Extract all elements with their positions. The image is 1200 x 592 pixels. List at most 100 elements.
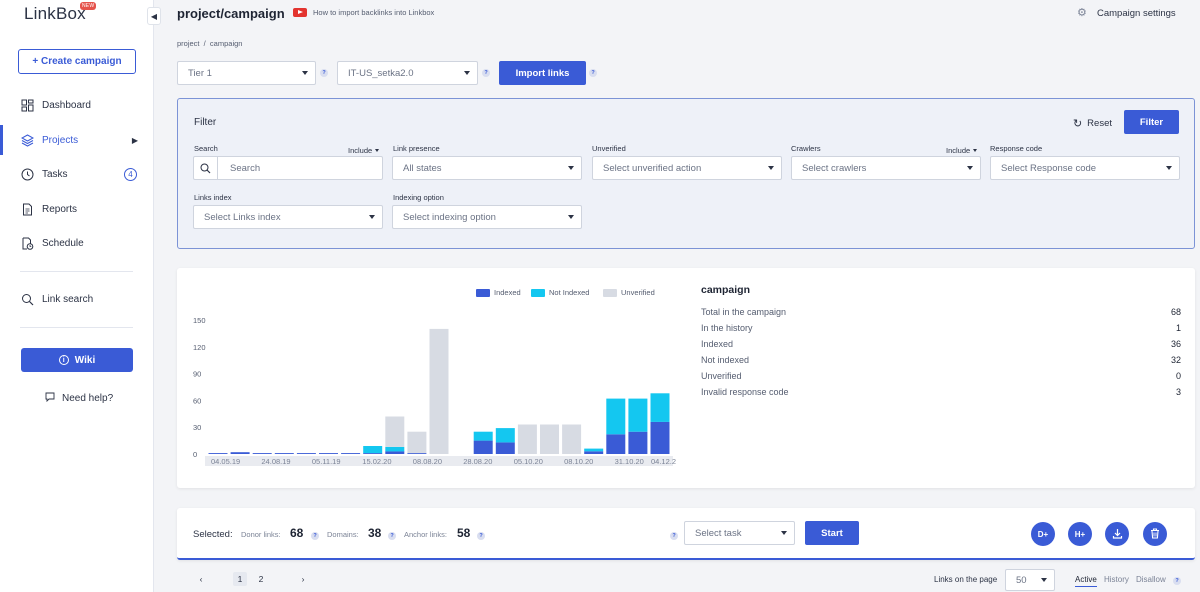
group-select[interactable]: IT-US_setka2.0 (337, 61, 478, 85)
wiki-button[interactable]: i Wiki (21, 348, 133, 372)
create-campaign-button[interactable]: + Create campaign (18, 49, 136, 74)
collapse-sidebar-button[interactable]: ◀ (147, 7, 161, 25)
legend-item-not-indexed[interactable]: Not Indexed (531, 288, 589, 297)
bar-unverified[interactable] (429, 328, 449, 454)
bar-unverified[interactable] (385, 416, 405, 447)
tasks-count-badge: 4 (124, 167, 137, 181)
sidebar-item-projects[interactable]: Projects ▶ (0, 125, 154, 155)
legend-item-indexed[interactable]: Indexed (476, 288, 521, 297)
bar-indexed[interactable] (584, 451, 604, 454)
legend-item-unverified[interactable]: Unverified (603, 288, 655, 297)
crawlers-value: Select crawlers (802, 162, 867, 174)
bar-unverified[interactable] (540, 424, 559, 455)
help-icon[interactable]: ? (589, 69, 597, 77)
page-2-button[interactable]: 2 (258, 574, 264, 584)
response-code-select[interactable]: Select Response code (990, 156, 1180, 180)
bar-indexed[interactable] (363, 453, 383, 454)
help-icon[interactable]: ? (482, 69, 490, 77)
help-icon[interactable]: ? (311, 532, 319, 540)
breadcrumb[interactable]: project / campaign (177, 39, 243, 48)
help-icon[interactable]: ? (670, 532, 678, 540)
bar-unverified[interactable] (562, 424, 582, 455)
bar-indexed[interactable] (628, 431, 648, 454)
sidebar-item-schedule[interactable]: Schedule (0, 233, 154, 253)
need-help-link[interactable]: Need help? (45, 392, 113, 405)
video-tutorial-link[interactable]: How to import backlinks into Linkbox (293, 8, 434, 17)
search-input[interactable]: Search (193, 156, 383, 180)
bar-not-indexed[interactable] (495, 428, 515, 443)
bar-indexed[interactable] (650, 421, 670, 454)
crawlers-select[interactable]: Select crawlers (791, 156, 981, 180)
tab-active[interactable]: Active (1075, 575, 1097, 587)
legend-label: Indexed (494, 288, 521, 297)
search-include-toggle[interactable]: Include (348, 146, 379, 155)
bar-indexed[interactable] (296, 453, 316, 454)
link-presence-select[interactable]: All states (392, 156, 582, 180)
sidebar-item-tasks[interactable]: Tasks 4 (0, 164, 154, 184)
help-icon[interactable]: ? (320, 69, 328, 77)
download-button[interactable] (1105, 522, 1129, 546)
bar-indexed[interactable] (341, 453, 361, 454)
tier-select[interactable]: Tier 1 (177, 61, 316, 85)
bar-not-indexed[interactable] (473, 431, 493, 441)
bar-not-indexed[interactable] (363, 446, 383, 454)
task-select[interactable]: Select task (684, 521, 795, 545)
help-icon[interactable]: ? (388, 532, 396, 540)
logo[interactable]: LinkBox NEW (24, 2, 97, 24)
campaign-settings-button[interactable]: ⚙ Campaign settings (1077, 7, 1176, 19)
info-icon: i (58, 355, 69, 365)
d-plus-button[interactable]: D+ (1031, 522, 1055, 546)
bar-indexed[interactable] (319, 453, 338, 454)
bar-indexed[interactable] (606, 434, 626, 454)
tab-history[interactable]: History (1104, 575, 1129, 584)
bar-indexed[interactable] (473, 440, 493, 454)
chevron-left-icon: ‹ (199, 574, 203, 584)
links-index-select[interactable]: Select Links index (193, 205, 383, 229)
sidebar-item-label: Reports (42, 203, 78, 215)
stats-title: campaign (701, 284, 751, 296)
import-links-button[interactable]: Import links (499, 61, 586, 85)
bar-indexed[interactable] (407, 453, 427, 454)
unverified-label: Unverified (592, 144, 626, 153)
next-page-button[interactable]: › (296, 572, 310, 586)
bar-not-indexed[interactable] (584, 448, 604, 452)
stat-label: Invalid response code (701, 387, 789, 397)
bar-unverified[interactable] (407, 431, 427, 454)
help-icon[interactable]: ? (477, 532, 485, 540)
tab-disallow[interactable]: Disallow (1136, 575, 1166, 584)
crawlers-include-toggle[interactable]: Include (946, 146, 977, 155)
bar-not-indexed[interactable] (650, 393, 670, 422)
chevron-down-icon (568, 166, 574, 170)
response-code-label: Response code (990, 144, 1043, 153)
bar-indexed[interactable] (385, 451, 405, 454)
start-button[interactable]: Start (805, 521, 859, 545)
page-1-button[interactable]: 1 (233, 572, 247, 586)
sidebar-item-reports[interactable]: Reports (0, 199, 154, 219)
indexing-option-select[interactable]: Select indexing option (392, 205, 582, 229)
prev-page-button[interactable]: ‹ (194, 572, 208, 586)
bar-indexed[interactable] (495, 442, 515, 454)
bar-not-indexed[interactable] (606, 398, 626, 435)
bar-indexed[interactable] (252, 453, 272, 454)
per-page-label: Links on the page (934, 575, 998, 584)
bar-indexed[interactable] (274, 453, 294, 454)
bar-indexed[interactable] (230, 452, 250, 454)
y-tick-label: 30 (193, 423, 201, 432)
reset-button[interactable]: ↻ Reset (1073, 117, 1112, 130)
bar-unverified[interactable] (517, 424, 537, 455)
chevron-down-icon (1041, 578, 1047, 582)
unverified-select[interactable]: Select unverified action (592, 156, 782, 180)
x-tick-label: 04.12.2 (651, 457, 676, 466)
sidebar-item-dashboard[interactable]: Dashboard (0, 95, 154, 115)
help-icon[interactable]: ? (1173, 577, 1181, 585)
chart-range-slider[interactable] (205, 456, 673, 466)
delete-button[interactable] (1143, 522, 1167, 546)
filter-button[interactable]: Filter (1124, 110, 1179, 134)
sidebar-item-link-search[interactable]: Link search (0, 289, 154, 309)
sidebar-item-label: Projects (42, 134, 79, 146)
bar-indexed[interactable] (208, 453, 228, 454)
h-plus-button[interactable]: H+ (1068, 522, 1092, 546)
bar-not-indexed[interactable] (628, 398, 648, 432)
bar-not-indexed[interactable] (385, 446, 405, 452)
per-page-select[interactable]: 50 (1005, 569, 1055, 591)
